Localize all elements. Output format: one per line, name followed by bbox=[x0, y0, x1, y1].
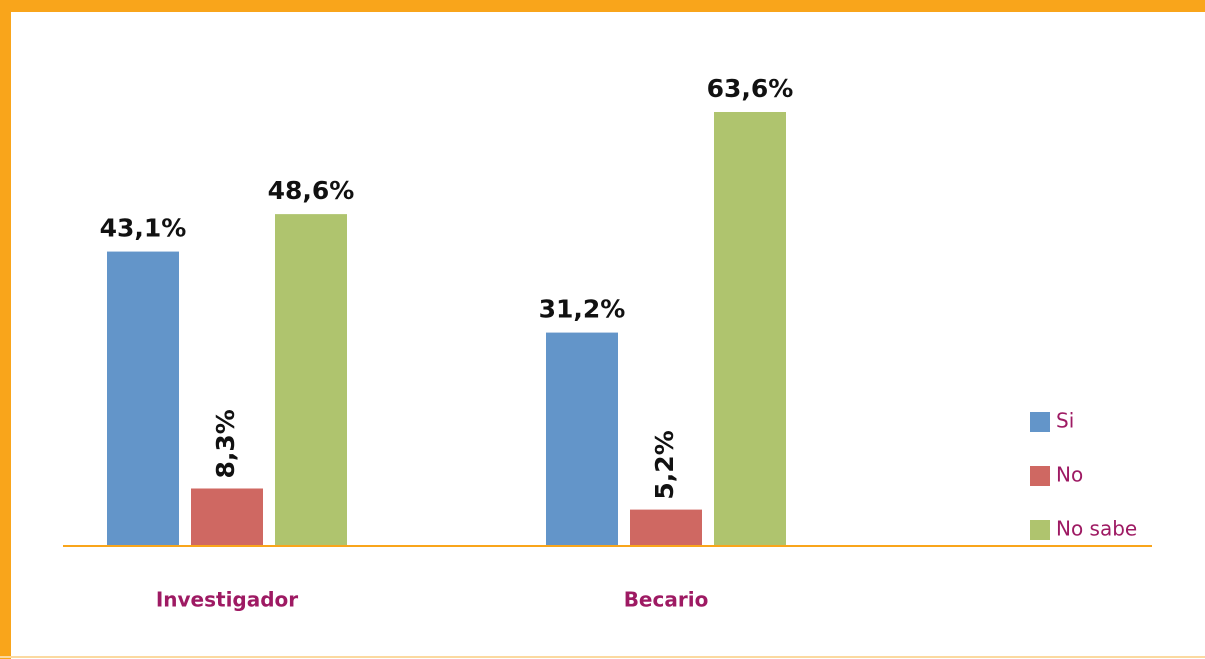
frame-left bbox=[0, 0, 11, 659]
bar bbox=[107, 251, 179, 545]
frame-top bbox=[0, 0, 1205, 12]
value-label: 5,2% bbox=[650, 430, 679, 499]
legend-swatch bbox=[1030, 412, 1050, 432]
value-label: 8,3% bbox=[211, 409, 240, 478]
x-tick-label: Investigador bbox=[156, 588, 298, 612]
x-tick-label: Becario bbox=[624, 588, 709, 612]
bar bbox=[191, 488, 263, 545]
legend-label: No sabe bbox=[1056, 517, 1137, 541]
value-label: 63,6% bbox=[707, 74, 794, 103]
bar bbox=[546, 332, 618, 545]
legend-swatch bbox=[1030, 466, 1050, 486]
value-label: 48,6% bbox=[268, 176, 355, 205]
bar bbox=[630, 509, 702, 545]
bar bbox=[714, 112, 786, 545]
legend-label: Si bbox=[1056, 409, 1074, 433]
value-label: 31,2% bbox=[539, 295, 626, 324]
legend-swatch bbox=[1030, 520, 1050, 540]
value-label: 43,1% bbox=[100, 214, 187, 243]
legend-label: No bbox=[1056, 463, 1083, 487]
bar bbox=[275, 214, 347, 546]
